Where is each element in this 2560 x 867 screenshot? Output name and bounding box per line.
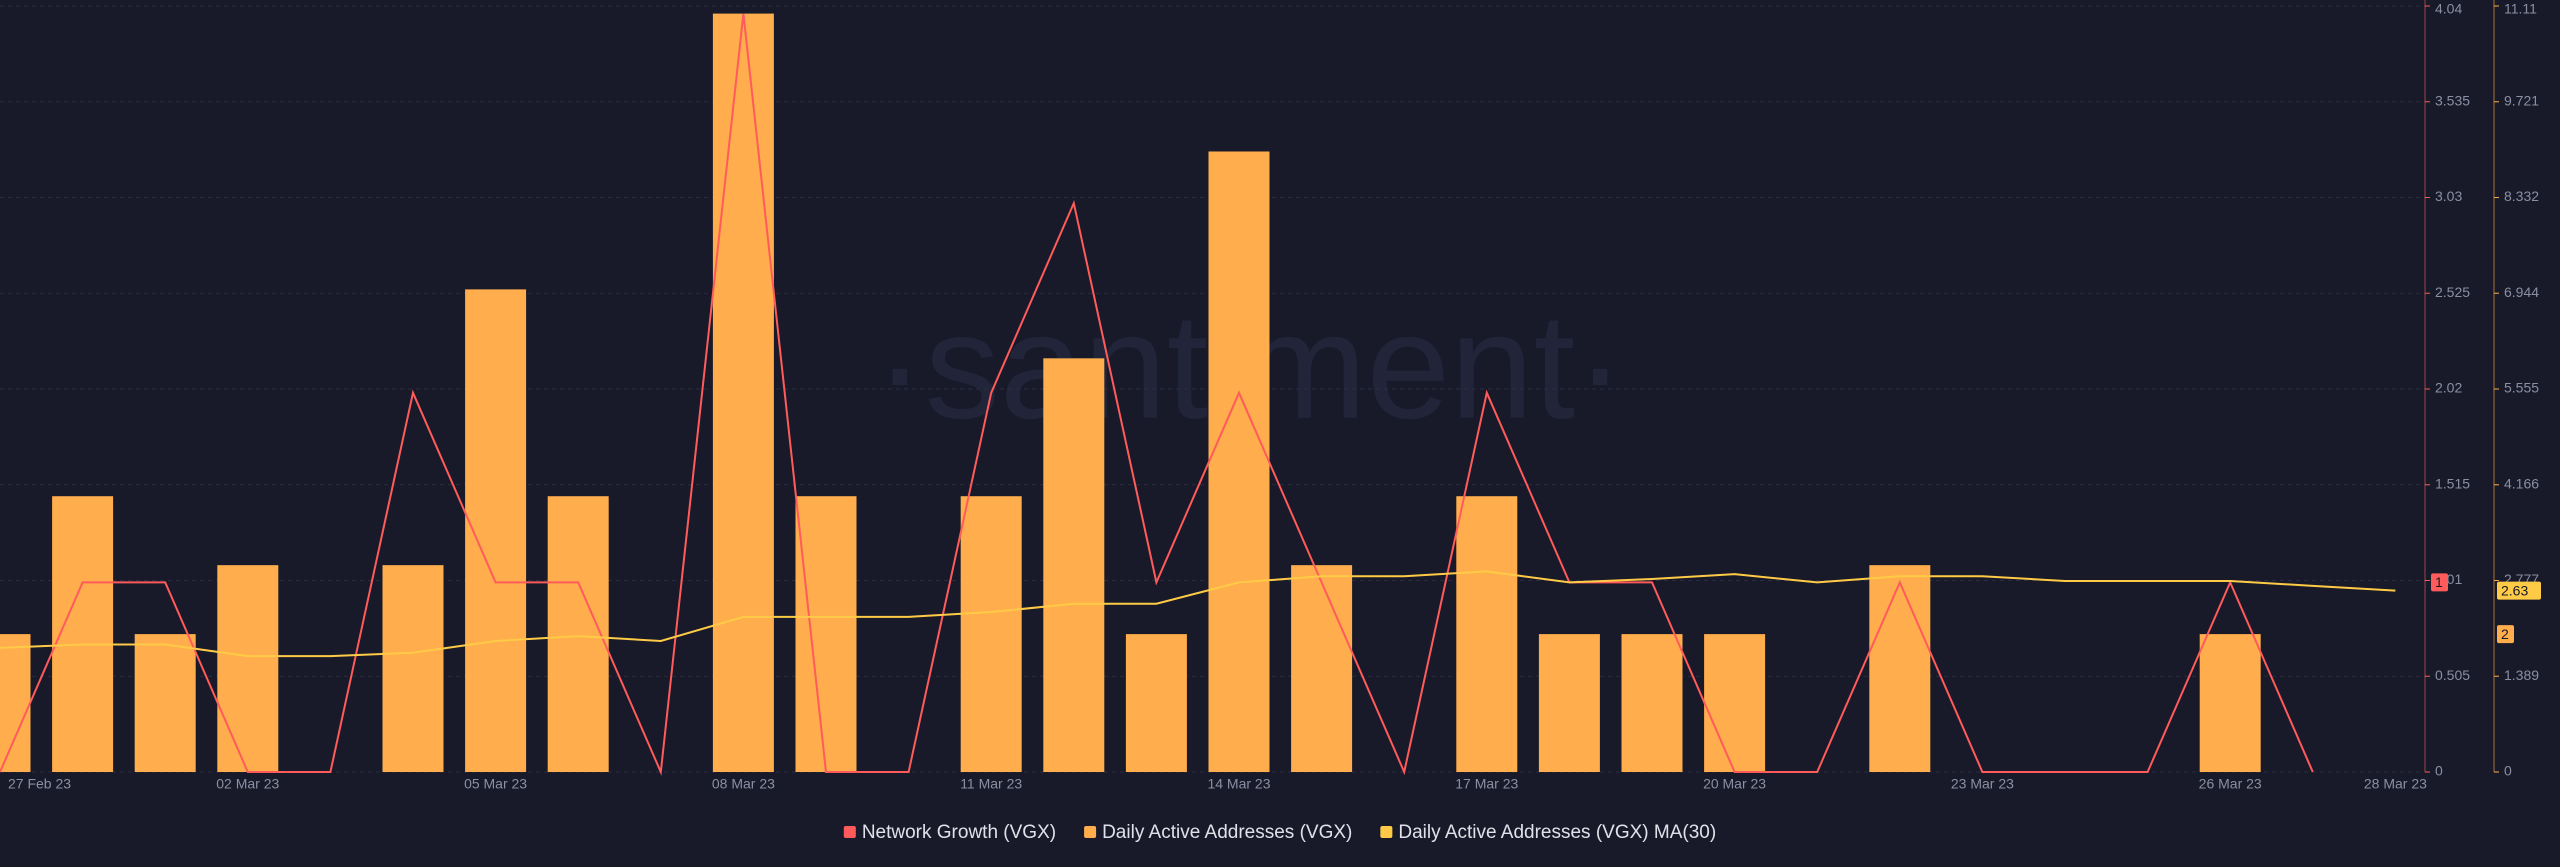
bar [1704, 634, 1766, 772]
y-tick-label: 1.515 [2435, 475, 2470, 491]
bar [465, 289, 527, 772]
y2-tick-label: 9.721 [2504, 92, 2539, 108]
bar [960, 496, 1022, 772]
bar [1538, 634, 1600, 772]
x-tick-label: 02 Mar 23 [216, 776, 279, 792]
axis-marker [2497, 625, 2514, 644]
x-tick-label: 08 Mar 23 [712, 776, 775, 792]
legend-label[interactable]: Daily Active Addresses (VGX) MA(30) [1398, 822, 1716, 843]
bar [1621, 634, 1683, 772]
x-tick-label: 17 Mar 23 [1455, 776, 1518, 792]
legend: Network Growth (VGX) Daily Active Address… [843, 822, 1716, 843]
x-tick-label: 05 Mar 23 [464, 776, 527, 792]
y2-tick-label: 4.166 [2504, 475, 2539, 491]
line [0, 570, 2396, 658]
y2-tick-label: 0 [2504, 763, 2512, 779]
x-tick-label: 28 Mar 23 [2364, 776, 2427, 792]
bar [0, 634, 31, 772]
axis-marker-label: 2.63 [2501, 582, 2528, 598]
bar [382, 565, 444, 772]
x-tick-label: 20 Mar 23 [1703, 776, 1766, 792]
y-tick-label: 0.505 [2435, 667, 2470, 683]
bar [1125, 634, 1187, 772]
y-tick-label: 2.525 [2435, 284, 2470, 300]
y-tick-label: 3.03 [2435, 188, 2462, 204]
legend-label[interactable]: Daily Active Addresses (VGX) [1102, 822, 1352, 843]
bar [2199, 634, 2261, 772]
x-tick-label: 14 Mar 23 [1207, 776, 1270, 792]
x-tick-label: 27 Feb 23 [8, 776, 71, 792]
bar [1456, 496, 1518, 772]
y2-tick-label: 5.555 [2504, 380, 2539, 396]
bar [1043, 358, 1105, 772]
legend-label[interactable]: Network Growth (VGX) [862, 822, 1056, 843]
bar [547, 496, 609, 772]
y-tick-label: 0 [2435, 763, 2443, 779]
y2-tick-label: 8.332 [2504, 188, 2539, 204]
bar [1869, 565, 1931, 772]
y-tick-label: 2.02 [2435, 380, 2462, 396]
y2-tick-label: 1.389 [2504, 667, 2539, 683]
bar [1291, 565, 1353, 772]
legend-swatch [843, 826, 856, 838]
plot [0, 13, 2396, 776]
axis-marker-label: 1 [2435, 574, 2443, 590]
bar [134, 634, 196, 772]
line [0, 13, 2314, 776]
bar [52, 496, 114, 772]
bar [712, 13, 774, 772]
y2-tick-label: 11.11 [2504, 1, 2537, 17]
axis-marker-label: 2 [2501, 626, 2509, 642]
y-tick-label: 4.04 [2435, 1, 2462, 17]
legend-swatch [1380, 826, 1393, 838]
bar [1208, 151, 1270, 772]
bar [795, 496, 857, 772]
y2-tick-label: 6.944 [2504, 284, 2539, 300]
axis-marker [2497, 581, 2541, 600]
legend-swatch [1084, 826, 1097, 838]
x-tick-label: 23 Mar 23 [1951, 776, 2014, 792]
y-tick-label: 3.535 [2435, 92, 2470, 108]
axis-marker [2431, 573, 2448, 592]
bar [217, 565, 279, 772]
x-tick-label: 11 Mar 23 [960, 776, 1022, 792]
x-tick-label: 26 Mar 23 [2199, 776, 2262, 792]
